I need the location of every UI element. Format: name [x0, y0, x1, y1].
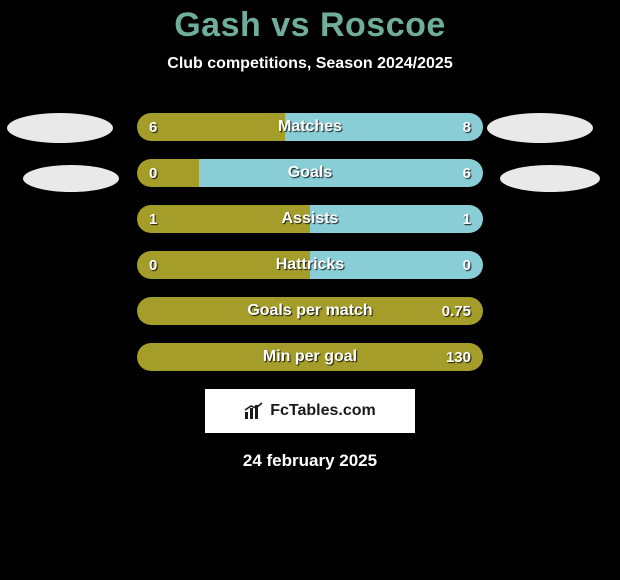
bar-label: Goals — [137, 159, 483, 187]
stat-bar: 130Min per goal — [137, 343, 483, 371]
stat-bar: 0.75Goals per match — [137, 297, 483, 325]
stat-bar: 68Matches — [137, 113, 483, 141]
page-subtitle: Club competitions, Season 2024/2025 — [0, 55, 620, 73]
bar-label: Assists — [137, 205, 483, 233]
page-title: Gash vs Roscoe — [0, 0, 620, 45]
stat-bars: 68Matches 06Goals 11Assists 00Hattricks 0.75… — [0, 113, 620, 371]
brand-text: FcTables.com — [270, 402, 376, 420]
footer-date: 24 february 2025 — [0, 451, 620, 471]
avatar-left-2 — [23, 165, 119, 192]
bar-label: Goals per match — [137, 297, 483, 325]
bar-label: Min per goal — [137, 343, 483, 371]
bar-label: Matches — [137, 113, 483, 141]
chart-icon — [244, 402, 264, 420]
stat-bar: 11Assists — [137, 205, 483, 233]
brand-badge[interactable]: FcTables.com — [205, 389, 415, 433]
stat-bar: 00Hattricks — [137, 251, 483, 279]
avatar-right-2 — [500, 165, 600, 192]
comparison-chart: 68Matches 06Goals 11Assists 00Hattricks 0.75… — [0, 113, 620, 371]
bar-label: Hattricks — [137, 251, 483, 279]
avatar-right-1 — [487, 113, 593, 143]
stat-bar: 06Goals — [137, 159, 483, 187]
avatar-left-1 — [7, 113, 113, 143]
